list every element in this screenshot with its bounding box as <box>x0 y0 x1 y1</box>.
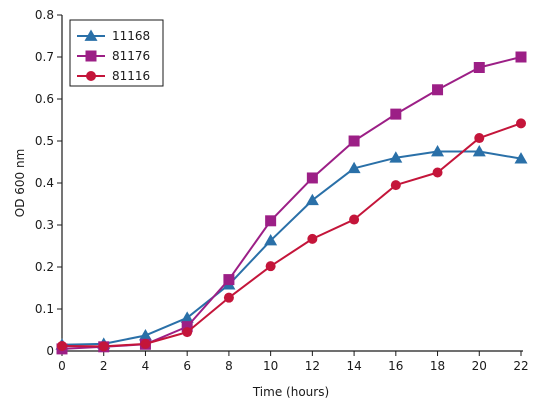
axes: 0 2 4 6 8 10 12 14 16 18 20 22 0 0.1 0.2 0.3 0.4 0.5 0.6 0.… <box>35 8 529 373</box>
data-point-11168 <box>347 161 361 174</box>
data-point-81176 <box>265 215 277 227</box>
x-tick-label: 2 <box>100 359 108 373</box>
data-point-81116 <box>474 133 485 144</box>
x-tick-label: 0 <box>58 359 66 373</box>
legend: 11168 81176 81116 <box>69 19 164 87</box>
y-tick-label: 0 <box>46 344 54 358</box>
x-tick-label: 6 <box>183 359 191 373</box>
data-point-81116 <box>98 341 109 352</box>
data-point-81116 <box>140 338 151 349</box>
data-point-81176 <box>306 172 318 184</box>
data-point-81116 <box>307 233 318 244</box>
data-point-81176 <box>223 274 235 286</box>
y-tick-label: 0.5 <box>35 134 54 148</box>
series-line-11168 <box>61 150 522 346</box>
y-tick-label: 0.3 <box>35 218 54 232</box>
data-point-81176 <box>390 108 402 120</box>
data-point-81176 <box>348 135 360 147</box>
x-tick-label: 18 <box>430 359 445 373</box>
data-point-81116 <box>390 180 401 191</box>
data-point-81116 <box>182 327 193 338</box>
y-tick-label: 0.7 <box>35 50 54 64</box>
legend-label-81116: 81116 <box>112 69 150 83</box>
data-point-11168 <box>138 328 152 341</box>
data-point-81176 <box>181 321 193 333</box>
data-point-81116 <box>223 292 234 303</box>
x-tick-label: 10 <box>263 359 278 373</box>
y-tick-label: 0.8 <box>35 8 54 22</box>
y-tick-label: 0.1 <box>35 302 54 316</box>
x-tick-label: 12 <box>305 359 320 373</box>
y-tick-label: 0.2 <box>35 260 54 274</box>
series-line-81176 <box>61 56 522 350</box>
x-tick-label: 8 <box>225 359 233 373</box>
x-axis-label: Time (hours) <box>252 385 329 399</box>
data-point-81176 <box>515 51 527 63</box>
data-point-11168 <box>389 151 403 163</box>
series-layer <box>55 51 528 355</box>
x-tick-label: 4 <box>142 359 150 373</box>
y-tick-label: 0.4 <box>35 176 54 190</box>
data-point-81176 <box>473 62 485 73</box>
x-tick-label: 22 <box>513 359 528 373</box>
data-point-11168 <box>180 311 194 323</box>
data-point-81116 <box>432 167 443 178</box>
data-point-11168 <box>305 193 319 206</box>
data-point-11168 <box>472 145 486 157</box>
data-point-81176 <box>432 84 444 96</box>
data-point-81116 <box>57 340 67 351</box>
y-axis-label: OD 600 nm <box>13 149 27 218</box>
data-point-81116 <box>516 118 526 129</box>
data-point-11168 <box>264 234 278 246</box>
series-line-81116 <box>61 122 522 348</box>
legend-marker-81116 <box>86 71 96 81</box>
legend-marker-81176 <box>85 50 97 62</box>
legend-marker-11168 <box>84 29 98 41</box>
x-tick-label: 20 <box>472 359 487 373</box>
data-point-11168 <box>514 152 528 164</box>
data-point-11168 <box>431 145 445 157</box>
data-point-81116 <box>349 214 360 225</box>
data-point-81116 <box>265 261 276 272</box>
y-tick-label: 0.6 <box>35 92 54 106</box>
x-tick-label: 14 <box>346 359 361 373</box>
legend-label-11168: 11168 <box>112 29 150 43</box>
legend-label-81176: 81176 <box>112 49 150 63</box>
x-tick-label: 16 <box>388 359 403 373</box>
